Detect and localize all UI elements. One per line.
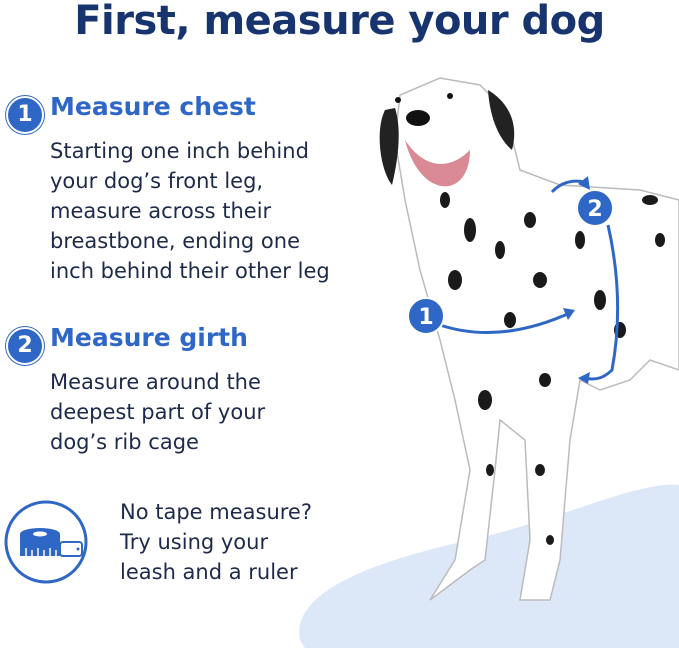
line: measure across their [50, 199, 272, 223]
line: your dog’s front leg, [50, 169, 264, 193]
line: breastbone, ending one [50, 229, 301, 253]
step-number-badge: 1 [6, 96, 44, 134]
line: Starting one inch behind [50, 139, 309, 163]
line: Try using your [120, 530, 269, 554]
step-number-badge: 2 [6, 327, 44, 365]
girth-marker: 2 [587, 197, 602, 222]
line: dog’s rib cage [50, 430, 199, 454]
line: Measure around the [50, 370, 261, 394]
step-heading: Measure chest [50, 92, 256, 121]
tape-measure-icon [4, 500, 88, 584]
line: deepest part of your [50, 400, 266, 424]
line: inch behind their other leg [50, 259, 330, 283]
step-description: Starting one inch behind your dog’s fron… [50, 136, 380, 286]
chest-measure-arrow [439, 310, 573, 334]
line: leash and a ruler [120, 560, 298, 584]
dalmatian-image: 1 2 [379, 77, 679, 601]
chest-marker: 1 [418, 305, 433, 330]
step-description: Measure around the deepest part of your … [50, 367, 380, 457]
page-title: First, measure your dog [74, 0, 605, 44]
step-heading: Measure girth [50, 323, 248, 352]
line: No tape measure? [120, 500, 312, 524]
tip-text: No tape measure? Try using your leash an… [120, 497, 312, 587]
